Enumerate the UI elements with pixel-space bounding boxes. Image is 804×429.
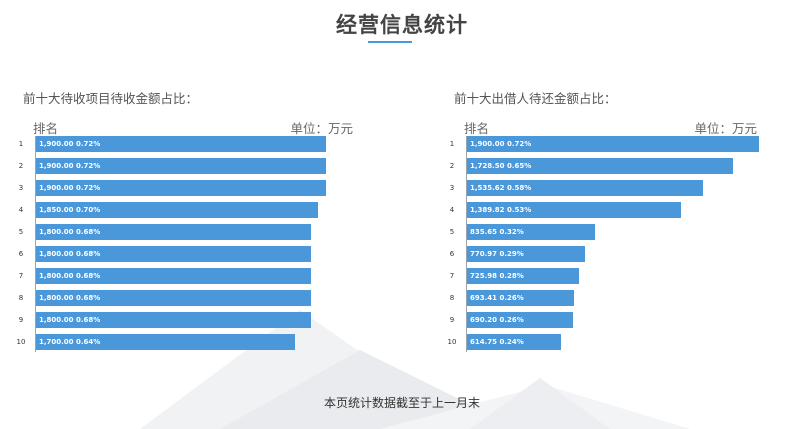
bar-data-label: 693.41 0.26% [470, 294, 524, 302]
y-axis-line [466, 136, 467, 352]
rank-column-header: 排名 [33, 121, 59, 136]
bar [467, 246, 585, 262]
rank-tick-label: 2 [18, 162, 24, 170]
rank-tick-label: 4 [18, 206, 24, 214]
bar-data-label: 1,700.00 0.64% [39, 338, 101, 346]
rank-column-header: 排名 [464, 121, 490, 136]
bar-data-label: 1,535.62 0.58% [470, 184, 532, 192]
rank-tick-label: 8 [449, 294, 455, 302]
title-underline [368, 41, 412, 43]
rank-tick-label: 1 [18, 140, 24, 148]
bar [467, 180, 703, 196]
bar [467, 268, 579, 284]
panel-heading: 前十大待收项目待收金额占比： [23, 91, 199, 106]
unit-label: 单位：万元 [694, 121, 757, 136]
rank-tick-label: 5 [449, 228, 455, 236]
bar [36, 334, 295, 350]
rank-tick-label: 6 [449, 250, 455, 258]
rank-tick-label: 9 [449, 316, 455, 324]
rank-tick-label: 4 [449, 206, 455, 214]
bar [467, 158, 733, 174]
page-title: 经营信息统计 [336, 13, 468, 37]
bar [36, 136, 326, 152]
bar-data-label: 1,800.00 0.68% [39, 272, 101, 280]
bar [467, 202, 681, 218]
bar-data-label: 835.65 0.32% [470, 228, 524, 236]
bar-data-label: 690.20 0.26% [470, 316, 524, 324]
bar [36, 180, 326, 196]
bar-data-label: 1,900.00 0.72% [39, 140, 101, 148]
bar [36, 290, 311, 306]
bar [36, 202, 318, 218]
rank-tick-label: 8 [18, 294, 24, 302]
rank-tick-label: 10 [447, 338, 457, 346]
bar [36, 224, 311, 240]
bar [467, 224, 595, 240]
rank-tick-label: 7 [449, 272, 455, 280]
bar [467, 136, 759, 152]
bar [467, 290, 574, 306]
bar-data-label: 1,800.00 0.68% [39, 228, 101, 236]
rank-tick-label: 3 [18, 184, 24, 192]
bar-data-label: 1,728.50 0.65% [470, 162, 532, 170]
bar-data-label: 1,389.82 0.53% [470, 206, 532, 214]
bar [467, 312, 573, 328]
footer-note: 本页统计数据截至于上一月末 [323, 396, 480, 410]
rank-tick-label: 9 [18, 316, 24, 324]
bar-data-label: 1,800.00 0.68% [39, 250, 101, 258]
bar-data-label: 1,800.00 0.68% [39, 294, 101, 302]
bar [467, 334, 561, 350]
unit-label: 单位：万元 [290, 121, 353, 136]
bar [36, 158, 326, 174]
rank-tick-label: 3 [449, 184, 455, 192]
y-axis-line [35, 136, 36, 352]
rank-tick-label: 10 [16, 338, 26, 346]
bar-data-label: 1,800.00 0.68% [39, 316, 101, 324]
bar-data-label: 1,900.00 0.72% [470, 140, 532, 148]
rank-tick-label: 6 [18, 250, 24, 258]
bar-data-label: 1,900.00 0.72% [39, 184, 101, 192]
rank-tick-label: 1 [449, 140, 455, 148]
bar-data-label: 1,850.00 0.70% [39, 206, 101, 214]
bar-data-label: 1,900.00 0.72% [39, 162, 101, 170]
bar [36, 268, 311, 284]
bar-data-label: 725.98 0.28% [470, 272, 524, 280]
bar-data-label: 770.97 0.29% [470, 250, 524, 258]
rank-tick-label: 5 [18, 228, 24, 236]
bar [36, 246, 311, 262]
rank-tick-label: 7 [18, 272, 24, 280]
panel-heading: 前十大出借人待还金额占比： [454, 91, 617, 106]
bar-data-label: 614.75 0.24% [470, 338, 524, 346]
rank-tick-label: 2 [449, 162, 455, 170]
bar [36, 312, 311, 328]
